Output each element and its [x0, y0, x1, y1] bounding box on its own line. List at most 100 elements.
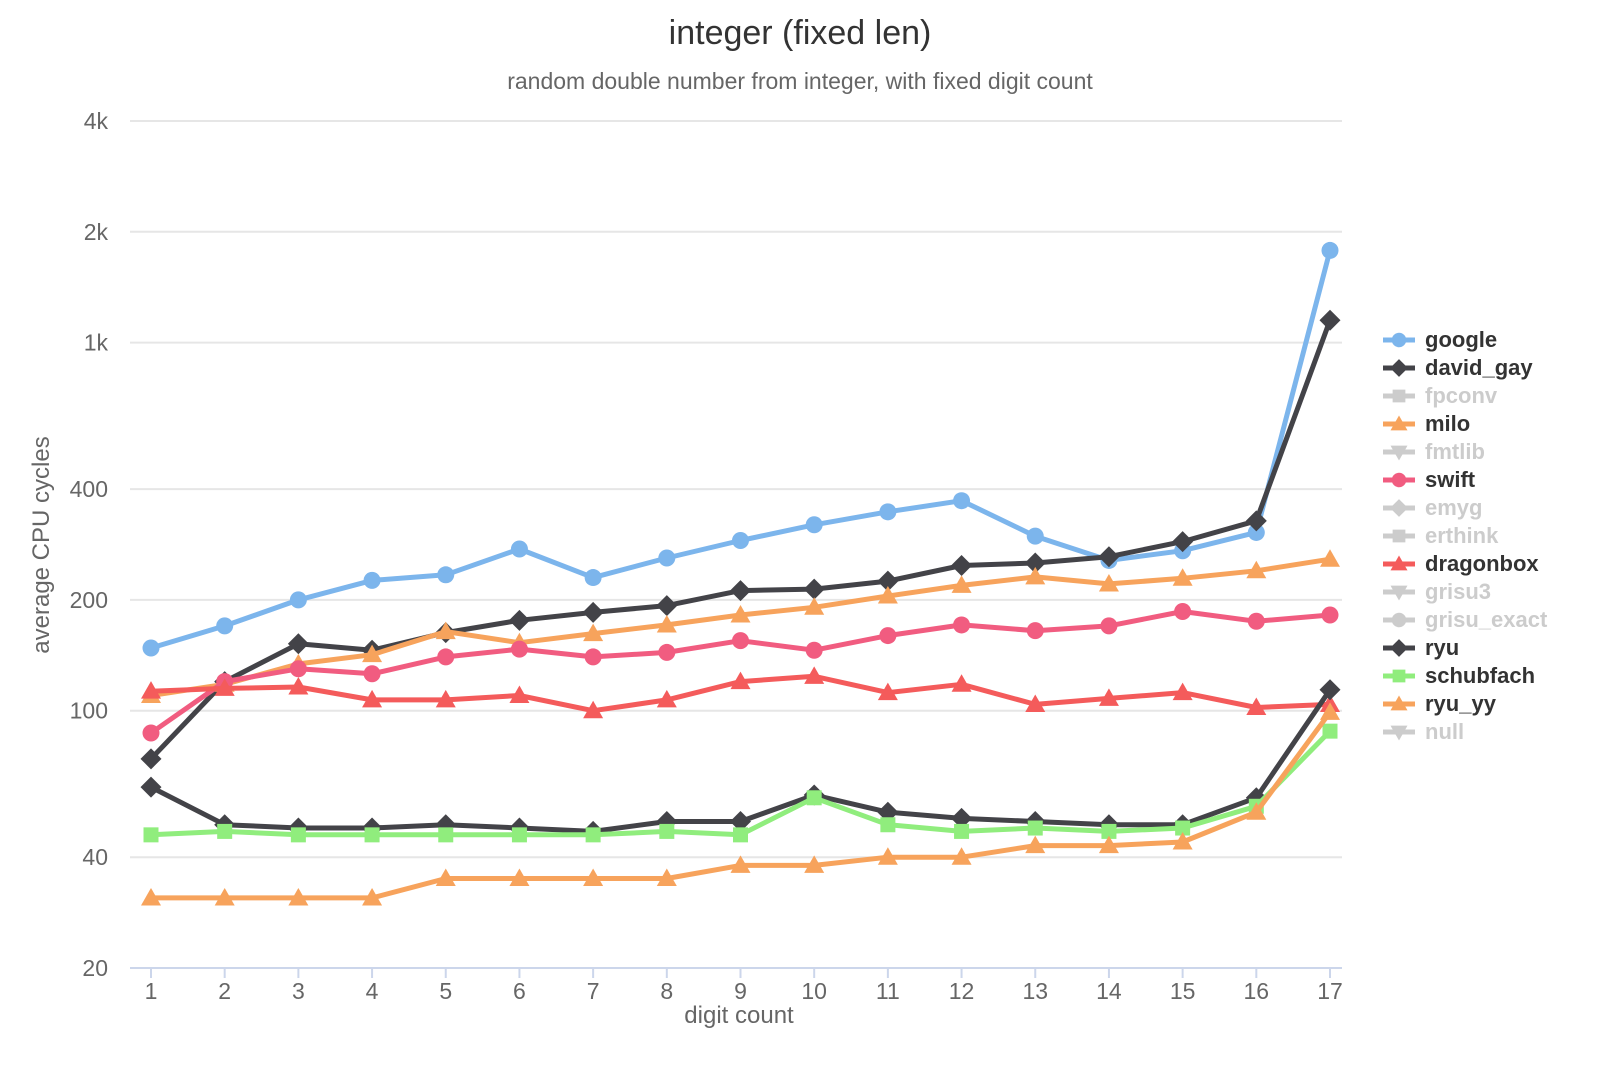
- series-dragonbox-marker: [288, 676, 309, 695]
- series-david_gay-marker: [140, 748, 162, 770]
- legend-item-ryu[interactable]: ryu: [1382, 634, 1547, 662]
- series-david_gay-marker: [656, 595, 678, 617]
- legend-triangle-down-symbol: [1390, 725, 1408, 741]
- x-tick-label: 2: [218, 978, 231, 1004]
- series-david_gay-marker: [730, 580, 751, 602]
- legend-item-grisu3[interactable]: grisu3: [1382, 578, 1547, 606]
- series-ryu_yy-marker: [1025, 835, 1046, 854]
- y-tick-label: 100: [70, 698, 108, 724]
- legend-triangle-icon: [1383, 555, 1415, 571]
- series-david_gay-marker: [1319, 309, 1341, 331]
- series-dragonbox-marker: [804, 666, 825, 684]
- x-tick-label: 17: [1317, 978, 1343, 1004]
- legend-item-fmtlib[interactable]: fmtlib: [1382, 438, 1547, 466]
- series-dragonbox-marker: [362, 689, 383, 708]
- series-dragonbox-marker: [1098, 688, 1119, 706]
- legend-item-erthink[interactable]: erthink: [1382, 522, 1547, 550]
- legend-item-milo[interactable]: milo: [1382, 410, 1547, 438]
- x-tick-label: 14: [1096, 978, 1122, 1004]
- x-tick-label: 9: [734, 978, 747, 1004]
- series-google-marker: [879, 503, 897, 521]
- legend-item-grisu_exact[interactable]: grisu_exact: [1382, 606, 1547, 634]
- series-swift-marker: [1321, 606, 1339, 624]
- legend-circle-symbol: [1391, 612, 1407, 628]
- legend-item-google[interactable]: google: [1382, 326, 1547, 354]
- series-schubfach-marker: [659, 823, 675, 839]
- series-david_gay-marker: [508, 609, 530, 631]
- legend-triangle-down-icon: [1383, 725, 1415, 741]
- series-schubfach-marker: [364, 827, 380, 843]
- series-dragonbox-marker: [141, 681, 161, 699]
- legend-item-fpconv[interactable]: fpconv: [1382, 382, 1547, 410]
- legend-item-emyg[interactable]: emyg: [1382, 494, 1547, 522]
- series-ryu_yy-marker: [877, 847, 898, 865]
- legend-square-symbol: [1392, 389, 1406, 403]
- legend-item-ryu_yy[interactable]: ryu_yy: [1382, 690, 1547, 718]
- legend-item-null[interactable]: null: [1382, 718, 1547, 746]
- legend-triangle-icon: [1383, 695, 1415, 711]
- legend-circle-icon: [1383, 472, 1415, 488]
- series-ryu_yy-marker: [730, 855, 751, 873]
- series-swift-marker: [953, 616, 971, 634]
- series-google-marker: [1026, 527, 1044, 545]
- series-swift-marker: [289, 660, 307, 678]
- series-milo-marker: [362, 644, 383, 663]
- legend-item-label: fpconv: [1425, 383, 1498, 408]
- series-dragonbox-marker: [435, 689, 456, 708]
- series-milo-marker: [877, 585, 898, 604]
- series-google-marker: [437, 566, 455, 584]
- legend-item-dragonbox[interactable]: dragonbox: [1382, 550, 1547, 578]
- y-tick-label: 200: [70, 587, 108, 613]
- legend-diamond-icon: [1383, 639, 1415, 657]
- x-tick-label: 4: [366, 978, 379, 1004]
- series-dragonbox-marker: [1246, 697, 1267, 716]
- legend-square-symbol: [1392, 669, 1406, 683]
- series-schubfach-marker: [143, 827, 159, 843]
- series-ryu_yy-marker: [583, 868, 604, 887]
- series-ryu_yy-marker: [435, 868, 456, 887]
- series-google-marker: [658, 549, 676, 567]
- series-ryu_yy-marker: [141, 887, 161, 906]
- legend-circle-symbol: [1391, 472, 1407, 488]
- series-google-marker: [732, 532, 749, 550]
- legend-square-symbol: [1392, 529, 1406, 543]
- series-schubfach-marker: [1322, 723, 1338, 739]
- series-dragonbox-marker: [1025, 694, 1046, 712]
- legend-item-label: grisu3: [1425, 579, 1492, 604]
- legend-circle-symbol: [1391, 332, 1407, 348]
- series-milo-marker: [1025, 566, 1046, 585]
- legend-diamond-icon: [1383, 359, 1415, 377]
- series-dragonbox-marker: [214, 678, 235, 696]
- series-schubfach-marker: [880, 817, 896, 833]
- series-ryu_yy-marker: [951, 847, 972, 865]
- series-google-marker: [289, 591, 307, 609]
- legend-item-label: milo: [1425, 411, 1471, 436]
- series-milo-marker: [1320, 549, 1340, 567]
- series-ryu_yy-marker: [656, 868, 677, 887]
- series-milo-marker: [435, 621, 456, 640]
- legend-triangle-down-symbol: [1390, 445, 1408, 461]
- legend-item-david_gay[interactable]: david_gay: [1382, 354, 1547, 382]
- series-david_gay-marker: [1172, 531, 1194, 553]
- series-swift-marker: [658, 643, 676, 661]
- legend-item-schubfach[interactable]: schubfach: [1382, 662, 1547, 690]
- series-ryu_yy-marker: [1172, 831, 1193, 850]
- legend-item-label: grisu_exact: [1425, 607, 1548, 632]
- series-schubfach-marker: [1027, 820, 1043, 836]
- x-tick-label: 8: [660, 978, 673, 1004]
- series-david_gay-marker: [582, 601, 604, 623]
- series-milo-marker: [730, 604, 751, 623]
- x-tick-label: 10: [801, 978, 827, 1004]
- series-schubfach-marker: [217, 823, 233, 839]
- series-ryu_yy-marker: [214, 887, 235, 906]
- series-swift-marker: [510, 640, 528, 658]
- series-ryu_yy-marker: [288, 887, 309, 906]
- chart-subtitle: random double number from integer, with …: [507, 68, 1093, 94]
- x-tick-label: 11: [876, 978, 900, 1004]
- series-google-marker: [363, 571, 381, 589]
- legend-triangle-down-icon: [1383, 585, 1415, 601]
- legend-item-swift[interactable]: swift: [1382, 466, 1547, 494]
- y-tick-label: 1k: [84, 330, 109, 356]
